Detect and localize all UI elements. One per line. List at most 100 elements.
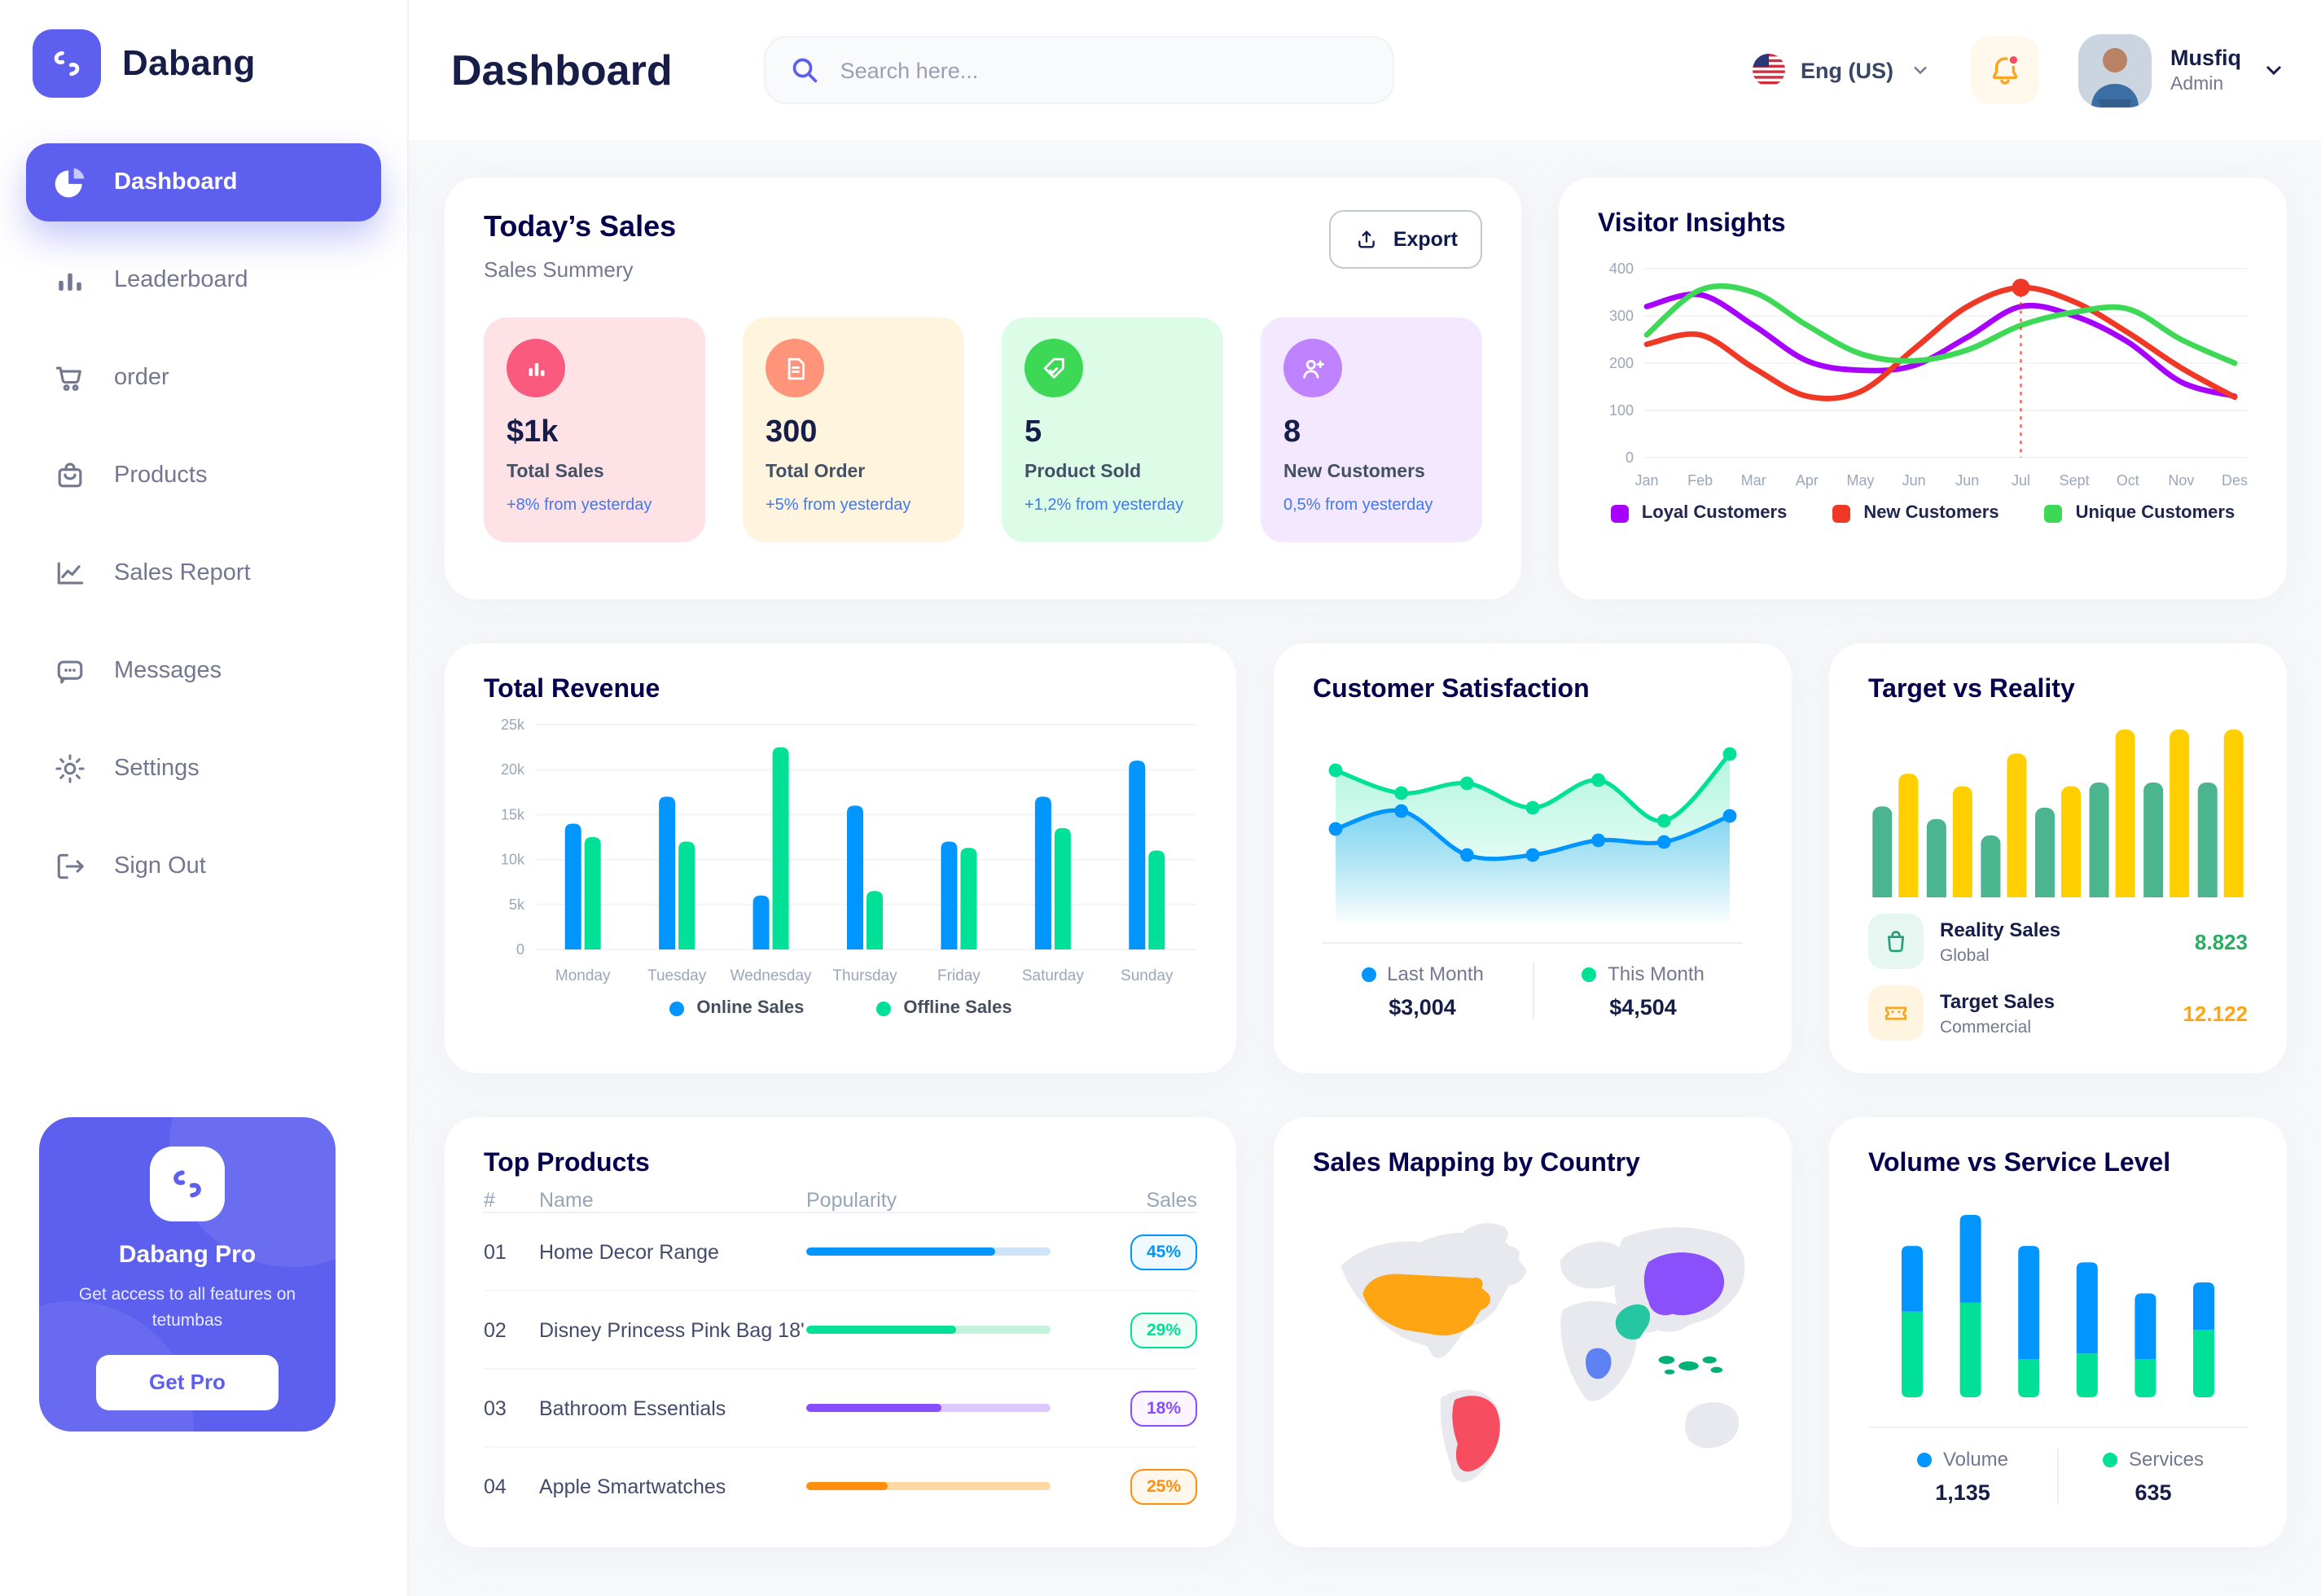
popularity-bar bbox=[806, 1404, 1051, 1412]
volume-segment bbox=[2076, 1262, 2098, 1354]
target-bar bbox=[1981, 835, 2001, 897]
revenue-bar bbox=[584, 837, 601, 949]
brand: Dabang bbox=[0, 0, 407, 98]
svg-text:200: 200 bbox=[1609, 355, 1634, 371]
svg-text:Jun: Jun bbox=[1902, 472, 1926, 489]
user-name: Musfiq bbox=[2170, 46, 2241, 70]
gear-icon bbox=[52, 751, 88, 787]
sales-badge: 18% bbox=[1130, 1390, 1197, 1426]
data-point bbox=[1591, 773, 1606, 787]
sidebar-item-sign-out[interactable]: Sign Out bbox=[26, 827, 381, 905]
sidebar-item-settings[interactable]: Settings bbox=[26, 730, 381, 808]
svg-text:Sept: Sept bbox=[2060, 472, 2090, 489]
product-rank: 04 bbox=[484, 1475, 507, 1497]
revenue-bar bbox=[564, 823, 581, 949]
stat-card-total-sales: $1k Total Sales +8% from yesterday bbox=[484, 318, 705, 542]
product-rank: 02 bbox=[484, 1318, 507, 1341]
todays-sales-card: Today’s Sales Sales Summery Export bbox=[445, 178, 1521, 599]
target-bar bbox=[2089, 782, 2109, 897]
user-profile[interactable]: Musfiq Admin bbox=[2077, 33, 2287, 107]
svg-text:Thursday: Thursday bbox=[832, 967, 897, 984]
revenue-bar bbox=[1129, 761, 1146, 949]
volume-segment bbox=[2018, 1246, 2040, 1359]
target-bar bbox=[2035, 807, 2055, 897]
volume-segment bbox=[1959, 1215, 1981, 1303]
stat-card-product-sold: 5 Product Sold +1,2% from yesterday bbox=[1002, 318, 1223, 542]
table-row[interactable]: 02 Disney Princess Pink Bag 18' 29% bbox=[484, 1291, 1197, 1370]
data-point bbox=[1459, 776, 1474, 791]
data-point bbox=[1525, 800, 1540, 815]
target-vs-reality-title: Target vs Reality bbox=[1868, 676, 2075, 704]
product-name: Home Decor Range bbox=[539, 1240, 719, 1263]
country-china bbox=[1643, 1252, 1725, 1316]
sidebar-item-label: Leaderboard bbox=[114, 267, 248, 293]
svg-text:Friday: Friday bbox=[937, 967, 981, 984]
series-line bbox=[1643, 283, 2238, 366]
ticket-icon bbox=[1868, 985, 1924, 1041]
svg-text:100: 100 bbox=[1609, 402, 1634, 419]
sidebar-item-order[interactable]: order bbox=[26, 339, 381, 417]
popularity-bar bbox=[806, 1247, 1051, 1256]
stat-card-total-order: 300 Total Order +5% from yesterday bbox=[743, 318, 964, 542]
dabang-logo-icon bbox=[33, 29, 101, 98]
total-revenue-title: Total Revenue bbox=[484, 676, 660, 704]
product-name: Disney Princess Pink Bag 18' bbox=[539, 1318, 805, 1341]
table-row[interactable]: 01 Home Decor Range 45% bbox=[484, 1213, 1197, 1291]
data-point bbox=[1722, 809, 1737, 823]
stat-cards: $1k Total Sales +8% from yesterday 300 T… bbox=[484, 318, 1482, 542]
target-bar bbox=[1898, 774, 1919, 897]
svg-text:Jun: Jun bbox=[1955, 472, 1979, 489]
product-rank: 03 bbox=[484, 1396, 507, 1419]
legend-item: Online Sales bbox=[669, 998, 804, 1018]
user-role: Admin bbox=[2170, 75, 2224, 94]
search-input[interactable] bbox=[836, 56, 1370, 84]
sidebar-item-dashboard[interactable]: Dashboard bbox=[26, 143, 381, 221]
volume-service-legend: Volume 1,135 Services 635 bbox=[1868, 1427, 2248, 1505]
language-selector[interactable]: Eng (US) bbox=[1750, 52, 1931, 88]
user-info: Musfiq Admin bbox=[2170, 46, 2241, 94]
svg-text:Oct: Oct bbox=[2117, 472, 2139, 489]
svg-text:Saturday: Saturday bbox=[1022, 967, 1085, 984]
export-button[interactable]: Export bbox=[1329, 210, 1482, 269]
volume-dot bbox=[1916, 1452, 1932, 1467]
sidebar-item-products[interactable]: Products bbox=[26, 436, 381, 515]
series-line bbox=[1643, 284, 2238, 401]
last-month-dot bbox=[1361, 967, 1376, 981]
series-line bbox=[1643, 291, 2238, 399]
target-bar bbox=[2115, 729, 2135, 897]
target-bar bbox=[1872, 806, 1893, 897]
line-chart-icon bbox=[52, 555, 88, 591]
popularity-bar bbox=[806, 1482, 1051, 1490]
customer-satisfaction-legend: Last Month $3,004 This Month $4,504 bbox=[1313, 962, 1753, 1019]
target-bar bbox=[1926, 818, 1946, 897]
row-1: Today’s Sales Sales Summery Export bbox=[445, 178, 2287, 599]
search-bar[interactable] bbox=[763, 36, 1394, 104]
revenue-bar bbox=[678, 841, 695, 949]
sidebar-item-sales-report[interactable]: Sales Report bbox=[26, 534, 381, 612]
language-label: Eng (US) bbox=[1801, 58, 1893, 82]
top-products-card: Top Products # Name Popularity Sales 01 H… bbox=[445, 1117, 1236, 1547]
sidebar-item-leaderboard[interactable]: Leaderboard bbox=[26, 241, 381, 319]
data-point bbox=[1328, 822, 1343, 836]
svg-text:300: 300 bbox=[1609, 308, 1634, 324]
shopping-bag-icon bbox=[52, 458, 88, 493]
this-month-dot bbox=[1582, 967, 1597, 981]
services-segment bbox=[2193, 1330, 2214, 1397]
legend-item: Loyal Customers bbox=[1610, 503, 1787, 523]
svg-text:400: 400 bbox=[1609, 261, 1634, 277]
sidebar-item-messages[interactable]: Messages bbox=[26, 632, 381, 710]
data-point bbox=[1525, 848, 1540, 862]
us-flag-icon bbox=[1750, 52, 1786, 88]
get-pro-button[interactable]: Get Pro bbox=[96, 1354, 279, 1410]
services-segment bbox=[1902, 1311, 1923, 1397]
table-row[interactable]: 04 Apple Smartwatches 25% bbox=[484, 1448, 1197, 1524]
svg-text:Apr: Apr bbox=[1796, 472, 1819, 489]
svg-text:Wednesday: Wednesday bbox=[731, 967, 812, 984]
country-united-states bbox=[1362, 1274, 1490, 1336]
todays-sales-subtitle: Sales Summery bbox=[484, 257, 634, 282]
sidebar-item-label: Products bbox=[114, 463, 208, 489]
sidebar-nav: Dashboard Leaderboard order Products bbox=[0, 143, 407, 905]
svg-text:Des: Des bbox=[2222, 472, 2248, 489]
table-row[interactable]: 03 Bathroom Essentials 18% bbox=[484, 1370, 1197, 1448]
notifications-button[interactable] bbox=[1970, 36, 2038, 104]
